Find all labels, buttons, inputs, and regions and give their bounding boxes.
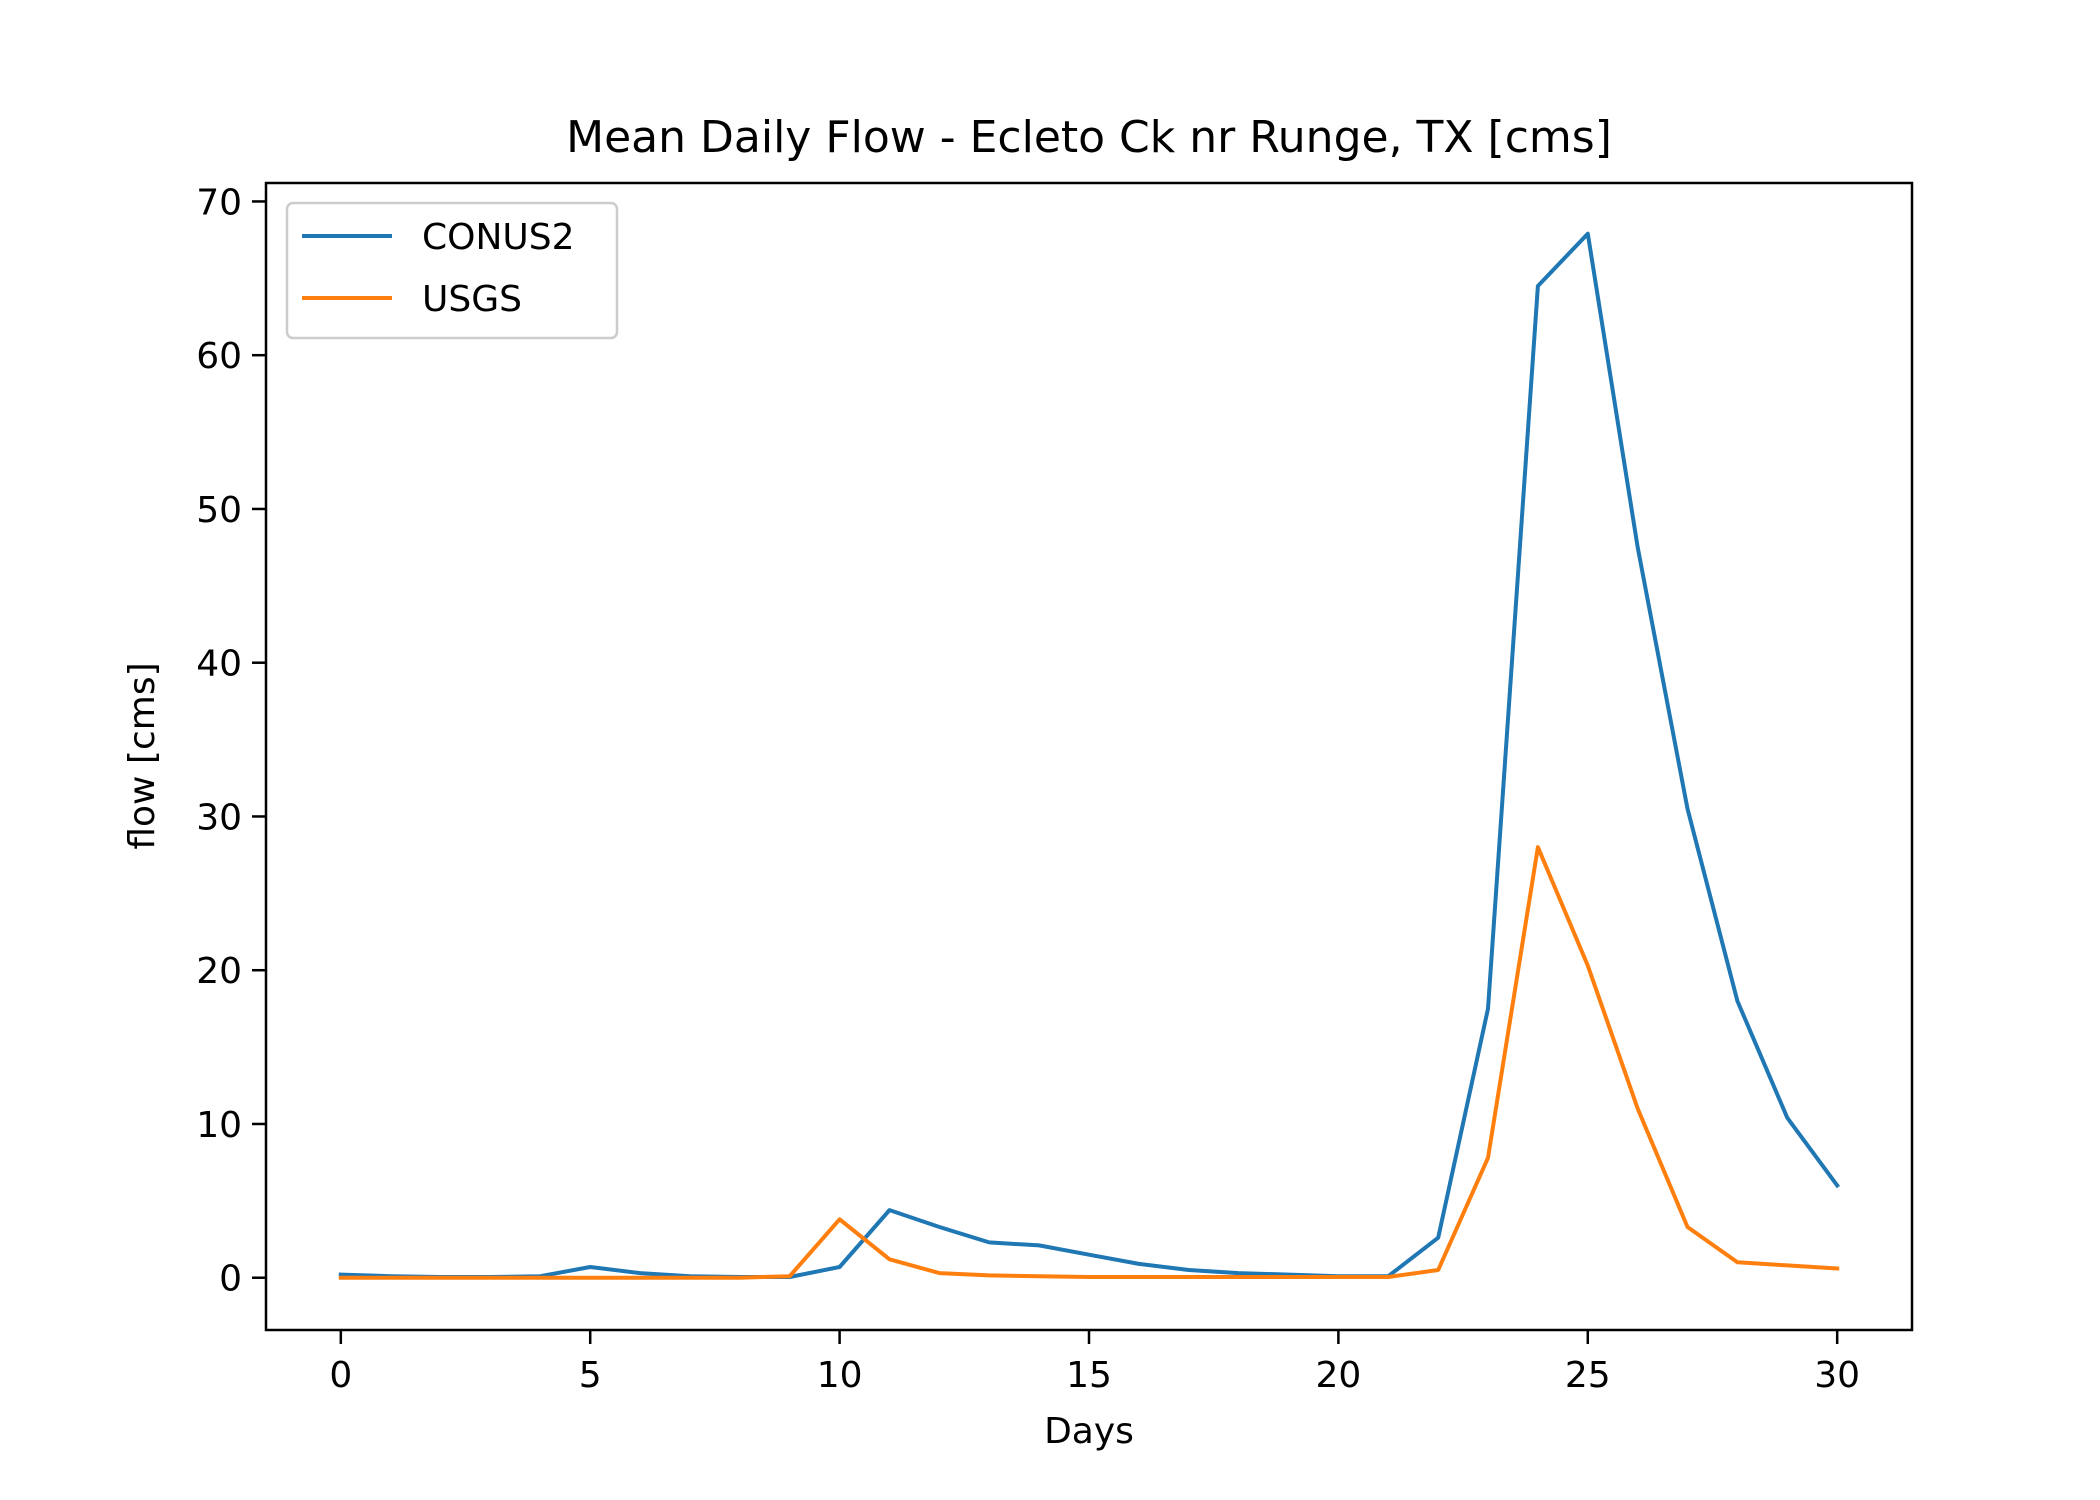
legend-label-usgs: USGS (422, 279, 522, 320)
x-tick-label: 20 (1315, 1355, 1361, 1396)
x-tick-label: 0 (329, 1355, 352, 1396)
plot-frame (264, 181, 1914, 1332)
series-line-conus2 (338, 231, 1840, 1279)
y-tick-label: 30 (196, 797, 242, 838)
x-axis: 0 5 10 15 20 25 30 (329, 1330, 1860, 1396)
x-tick-label: 15 (1066, 1355, 1112, 1396)
series-line-usgs (338, 845, 1840, 1280)
y-tick-label: 0 (219, 1259, 242, 1300)
x-tick-label: 10 (817, 1355, 863, 1396)
y-tick-label: 40 (196, 644, 242, 685)
x-axis-label: Days (1044, 1411, 1134, 1452)
y-tick-label: 60 (196, 336, 242, 377)
x-tick-label: 25 (1565, 1355, 1611, 1396)
y-tick-label: 50 (196, 490, 242, 531)
chart-title: Mean Daily Flow - Ecleto Ck nr Runge, TX… (566, 112, 1612, 163)
y-tick-label: 20 (196, 951, 242, 992)
y-axis: 0 10 20 30 40 50 60 70 (196, 182, 266, 1300)
y-axis-label: flow [cms] (122, 662, 163, 849)
x-tick-label: 5 (579, 1355, 602, 1396)
plot-series (338, 231, 1840, 1280)
y-tick-label: 70 (196, 182, 242, 223)
x-tick-label: 30 (1814, 1355, 1860, 1396)
y-tick-label: 10 (196, 1105, 242, 1146)
legend-label-conus2: CONUS2 (422, 217, 575, 258)
legend: CONUS2 USGS (285, 201, 619, 340)
